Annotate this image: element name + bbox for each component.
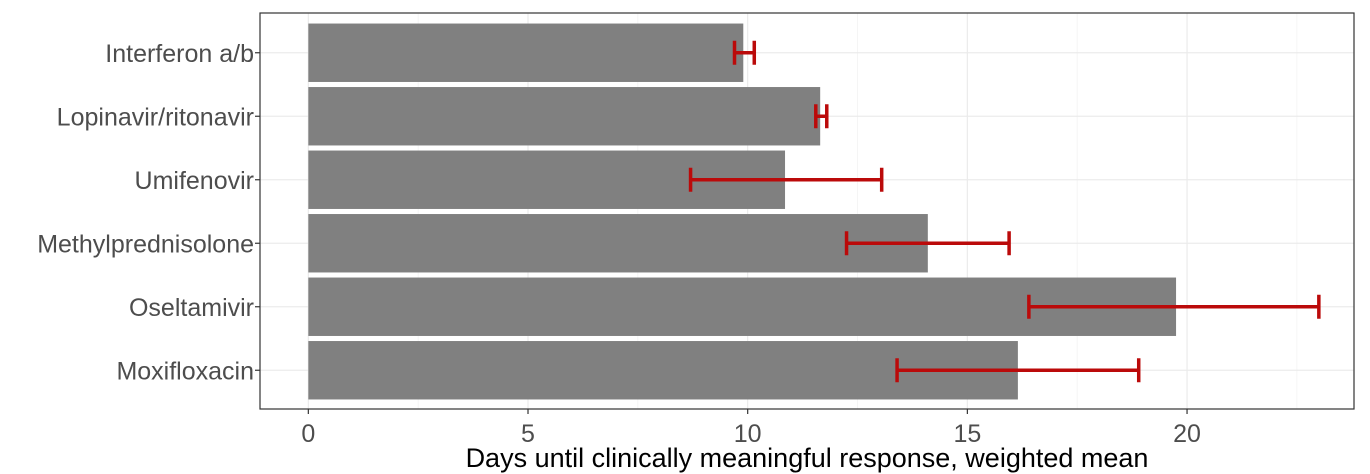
error-bar bbox=[688, 167, 884, 192]
error-bar bbox=[1027, 294, 1321, 319]
x-axis-ticks: 0 5 10 15 20 bbox=[301, 409, 1201, 448]
bar bbox=[308, 23, 744, 82]
x-tick-label: 10 bbox=[734, 420, 762, 448]
error-bar bbox=[732, 40, 757, 65]
x-axis-title: Days until clinically meaningful respons… bbox=[466, 443, 1149, 473]
x-tick-label: 5 bbox=[521, 420, 535, 448]
bar bbox=[308, 87, 821, 146]
x-tick-label: 20 bbox=[1173, 420, 1201, 448]
error-bars bbox=[688, 40, 1321, 383]
bar bbox=[308, 214, 928, 273]
y-axis-ticks: Interferon a/b Lopinavir/ritonavir Umifeno… bbox=[37, 40, 260, 385]
y-tick-label: Methylprednisolone bbox=[37, 230, 254, 258]
error-bar bbox=[895, 358, 1141, 383]
x-tick-label: 0 bbox=[301, 420, 315, 448]
y-tick-label: Moxifloxacin bbox=[116, 357, 254, 385]
y-tick-label: Oseltamivir bbox=[129, 294, 254, 322]
error-bar bbox=[814, 104, 829, 129]
error-bar bbox=[844, 231, 1011, 256]
y-tick-label: Umifenovir bbox=[135, 167, 254, 195]
bars bbox=[308, 23, 1177, 400]
plot-panel-border bbox=[259, 12, 1355, 410]
y-tick-label: Lopinavir/ritonavir bbox=[57, 103, 254, 131]
x-tick-label: 15 bbox=[953, 420, 981, 448]
y-tick-label: Interferon a/b bbox=[105, 40, 254, 68]
